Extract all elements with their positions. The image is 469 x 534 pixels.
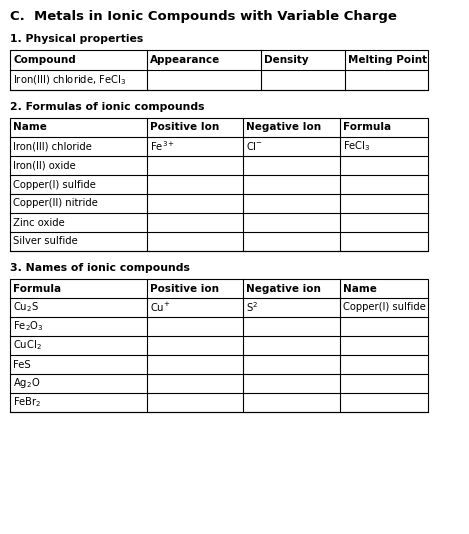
Text: Copper(I) sulfide: Copper(I) sulfide — [13, 179, 96, 190]
Text: C.  Metals in Ionic Compounds with Variable Charge: C. Metals in Ionic Compounds with Variab… — [10, 10, 397, 23]
Bar — [10, 279, 428, 412]
Text: FeCl$_3$: FeCl$_3$ — [343, 139, 371, 153]
Text: Ag$_2$O: Ag$_2$O — [13, 376, 40, 390]
Text: Density: Density — [265, 55, 309, 65]
Text: FeBr$_2$: FeBr$_2$ — [13, 396, 42, 410]
Text: 3. Names of ionic compounds: 3. Names of ionic compounds — [10, 263, 190, 273]
Text: Cu$^{+}$: Cu$^{+}$ — [150, 301, 171, 314]
Text: Iron(II) oxide: Iron(II) oxide — [13, 161, 76, 170]
Text: Fe$_2$O$_3$: Fe$_2$O$_3$ — [13, 320, 44, 333]
Text: Copper(II) nitride: Copper(II) nitride — [13, 199, 98, 208]
Text: CuCl$_2$: CuCl$_2$ — [13, 339, 42, 352]
Text: Silver sulfide: Silver sulfide — [13, 237, 78, 247]
Text: Formula: Formula — [13, 284, 61, 294]
Text: 2. Formulas of ionic compounds: 2. Formulas of ionic compounds — [10, 102, 204, 112]
Text: Iron(III) chloride: Iron(III) chloride — [13, 142, 92, 152]
Text: Iron(III) chloride, FeCl$_3$: Iron(III) chloride, FeCl$_3$ — [13, 73, 127, 87]
Text: Copper(I) sulfide: Copper(I) sulfide — [343, 302, 426, 312]
Text: Melting Point: Melting Point — [348, 55, 427, 65]
Text: Negative ion: Negative ion — [247, 284, 321, 294]
Text: FeS: FeS — [13, 359, 30, 370]
Text: 1. Physical properties: 1. Physical properties — [10, 34, 143, 44]
Text: Positive ion: Positive ion — [150, 284, 219, 294]
Text: Positive Ion: Positive Ion — [150, 122, 219, 132]
Bar — [10, 50, 428, 90]
Text: S$^{2}$: S$^{2}$ — [247, 301, 258, 315]
Text: Formula: Formula — [343, 122, 391, 132]
Text: Appearance: Appearance — [150, 55, 220, 65]
Text: Name: Name — [13, 122, 47, 132]
Text: Negative Ion: Negative Ion — [247, 122, 322, 132]
Text: Name: Name — [343, 284, 377, 294]
Bar — [10, 118, 428, 251]
Text: Compound: Compound — [13, 55, 76, 65]
Text: Cl$^{-}$: Cl$^{-}$ — [247, 140, 264, 153]
Text: Cu$_2$S: Cu$_2$S — [13, 301, 39, 315]
Text: Fe$^{3+}$: Fe$^{3+}$ — [150, 139, 175, 153]
Text: Zinc oxide: Zinc oxide — [13, 217, 65, 227]
